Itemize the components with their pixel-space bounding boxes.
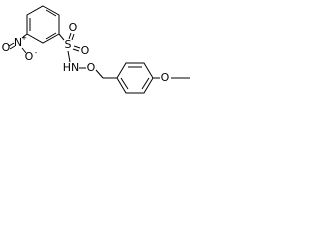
bond [8, 42, 15, 47]
bond [71, 33, 75, 41]
bond [58, 33, 65, 41]
atom-charge: - [35, 49, 38, 57]
atom-label: O [87, 61, 96, 74]
bond [68, 32, 72, 40]
atom-label: HN [63, 61, 80, 74]
atom-label: O [69, 21, 78, 34]
double-bond [141, 77, 150, 90]
bonds [8, 5, 190, 94]
atom-charge: + [21, 34, 27, 42]
bond [21, 47, 27, 54]
atom-label: N [14, 36, 22, 49]
atom-label: O [81, 44, 90, 57]
double-bond [45, 32, 57, 40]
double-bond [45, 9, 57, 17]
bond [73, 45, 81, 49]
bond [67, 50, 71, 63]
double-bond [120, 77, 129, 90]
atom-labels: O N + O - S O O HN O O [2, 21, 170, 84]
atom-label: O [161, 71, 170, 84]
atom-label: O [2, 41, 11, 54]
molecule-diagram: O N + O - S O O HN O O [2, 5, 190, 94]
benzene-ring [26, 5, 60, 44]
atom-label: S [65, 38, 72, 51]
bond [95, 69, 104, 79]
atom-label: O [25, 50, 34, 63]
bond [72, 48, 80, 52]
bond [9, 45, 16, 50]
bond [21, 33, 28, 39]
